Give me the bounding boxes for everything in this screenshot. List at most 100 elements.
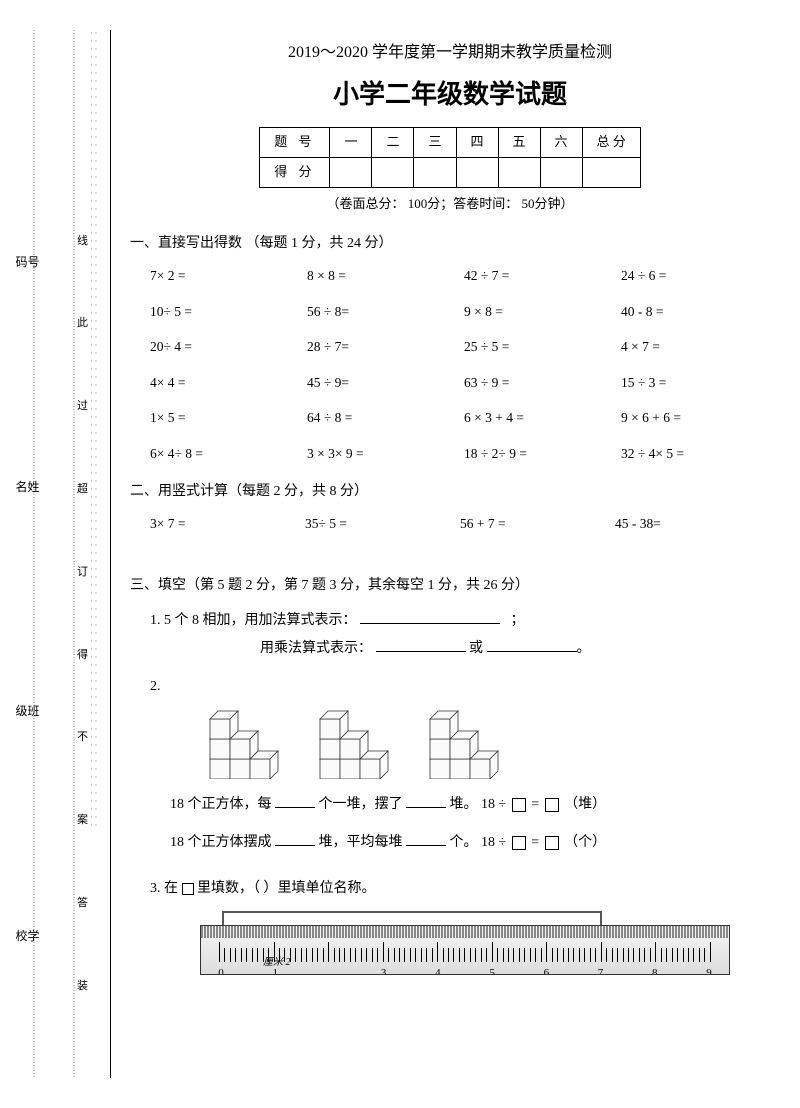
page-title: 小学二年级数学试题 — [130, 74, 770, 116]
math-item: 63 ÷ 9 = — [464, 372, 613, 394]
side-mid-1: 订 — [77, 564, 88, 582]
col-6: 六 — [540, 128, 582, 158]
ruler: 013456789 厘米 2 — [200, 911, 770, 975]
section2-row: 3× 7 =35÷ 5 =56 + 7 =45 - 38= — [130, 513, 770, 535]
math-item: 6 × 3 + 4 = — [464, 407, 613, 429]
cube-stack-3 — [420, 709, 500, 779]
q1-text-a: 1. 5 个 8 相加，用加法算式表示： — [150, 613, 357, 628]
row-label-1: 题 号 — [260, 128, 330, 158]
ruler-body: 013456789 厘米 2 — [200, 925, 730, 975]
side-inner-7: 答 — [77, 895, 88, 913]
math-item: 28 ÷ 7= — [307, 336, 456, 358]
math-item: 9 × 6 + 6 = — [621, 407, 770, 429]
math-item: 7× 2 = — [150, 265, 299, 287]
vertical-divider — [110, 30, 111, 1078]
paper-info: （卷面总分： 100分；答卷时间： 50分钟） — [130, 194, 770, 215]
math-item: 15 ÷ 3 = — [621, 372, 770, 394]
q3-small-box — [182, 883, 194, 895]
cm-label: 厘米 2 — [263, 953, 291, 973]
col-2: 二 — [372, 128, 414, 158]
side-inner-0: 线 — [77, 233, 88, 251]
side-label-class: 级班 — [15, 704, 39, 718]
score-1 — [330, 157, 372, 187]
q2l2d: = — [531, 835, 539, 850]
score-4 — [456, 157, 498, 187]
q2l1c: 堆。 18 ÷ — [450, 797, 510, 812]
q3a: 3. 在 — [150, 881, 178, 896]
cube-stack-1 — [200, 709, 280, 779]
q2-box-2 — [545, 798, 559, 812]
q2-num: 2. — [150, 679, 161, 694]
col-5: 五 — [498, 128, 540, 158]
math-item: 1× 5 = — [150, 407, 299, 429]
math-item: 10÷ 5 = — [150, 301, 299, 323]
side-label-school: 校学 — [15, 929, 39, 943]
math-item: 45 - 38= — [615, 513, 770, 535]
q2: 2. — [130, 673, 770, 857]
score-total — [582, 157, 640, 187]
side-inner-3: 超 — [77, 481, 88, 499]
q2l2c: 个。 18 ÷ — [450, 835, 510, 850]
cube-stack-2 — [310, 709, 390, 779]
math-item: 18 ÷ 2÷ 9 = — [464, 443, 613, 465]
col-3: 三 — [414, 128, 456, 158]
col-1: 一 — [330, 128, 372, 158]
main-content: 2019～2020 学年度第一学期期末教学质量检测 小学二年级数学试题 题 号 … — [130, 0, 800, 1005]
q1-blank-1 — [360, 610, 500, 624]
section1-title: 一、直接写出得数 （每题 1 分，共 24 分） — [130, 233, 770, 255]
side-label-name: 名姓 — [15, 480, 39, 494]
score-6 — [540, 157, 582, 187]
q2l1b: 个一堆，摆了 — [319, 797, 407, 812]
q2-box-1 — [512, 798, 526, 812]
section3-title: 三、填空（第 5 题 2 分，第 7 题 3 分，其余每空 1 分，共 26 分… — [130, 575, 770, 597]
math-item: 3× 7 = — [150, 513, 305, 535]
section2-title: 二、用竖式计算（每题 2 分，共 8 分） — [130, 481, 770, 503]
q3: 3. 在 里填数，（ ）里填单位名称。 013456789 厘米 2 — [130, 875, 770, 975]
math-item: 3 × 3× 9 = — [307, 443, 456, 465]
side-inner-6: 案 — [77, 812, 88, 830]
math-item: 25 ÷ 5 = — [464, 336, 613, 358]
col-4: 四 — [456, 128, 498, 158]
q2l2b: 堆，平均每堆 — [319, 835, 407, 850]
side-inner-4: 得 — [77, 647, 88, 665]
q1: 1. 5 个 8 相加，用加法算式表示： ； 用乘法算式表示： 或 。 — [130, 607, 770, 663]
q1-text-b: 用乘法算式表示： — [150, 641, 372, 656]
side-inner-labels: 线 此 过 超 订 得 不 案 答 装 — [55, 0, 110, 1108]
math-item: 8 × 8 = — [307, 265, 456, 287]
row-label-2: 得 分 — [260, 157, 330, 187]
q2l1a: 18 个正方体，每 — [170, 797, 275, 812]
q2-box-3 — [512, 836, 526, 850]
side-info-labels: 码号 名姓 级班 校学 — [0, 0, 55, 1108]
q2-blank-3 — [275, 832, 315, 846]
q2l2e: （个） — [564, 835, 606, 850]
math-item: 24 ÷ 6 = — [621, 265, 770, 287]
math-item: 20÷ 4 = — [150, 336, 299, 358]
side-inner-1: 此 — [77, 315, 88, 333]
ruler-bracket — [222, 911, 602, 925]
subtitle: 2019～2020 学年度第一学期期末教学质量检测 — [130, 40, 770, 66]
math-item: 6× 4÷ 8 = — [150, 443, 299, 465]
q1-blank-2 — [376, 638, 466, 652]
score-5 — [498, 157, 540, 187]
math-item: 35÷ 5 = — [305, 513, 460, 535]
ruler-rough-edge — [201, 926, 729, 938]
side-inner-5: 不 — [77, 729, 88, 747]
side-mid-2: 装 — [77, 978, 88, 996]
score-2 — [372, 157, 414, 187]
q2-blank-1 — [275, 794, 315, 808]
q3b: 里填数，（ ）里填单位名称。 — [197, 881, 376, 896]
q2-blank-2 — [406, 794, 446, 808]
math-item: 40 - 8 = — [621, 301, 770, 323]
math-item: 4× 4 = — [150, 372, 299, 394]
math-item: 45 ÷ 9= — [307, 372, 456, 394]
q2-blank-4 — [406, 832, 446, 846]
math-item: 42 ÷ 7 = — [464, 265, 613, 287]
q2l1d: = — [531, 797, 539, 812]
cube-row — [150, 709, 770, 779]
math-item: 4 × 7 = — [621, 336, 770, 358]
math-item: 64 ÷ 8 = — [307, 407, 456, 429]
math-item: 32 ÷ 4× 5 = — [621, 443, 770, 465]
score-3 — [414, 157, 456, 187]
q2l2a: 18 个正方体摆成 — [170, 835, 275, 850]
q1-or: 或 — [469, 641, 483, 656]
